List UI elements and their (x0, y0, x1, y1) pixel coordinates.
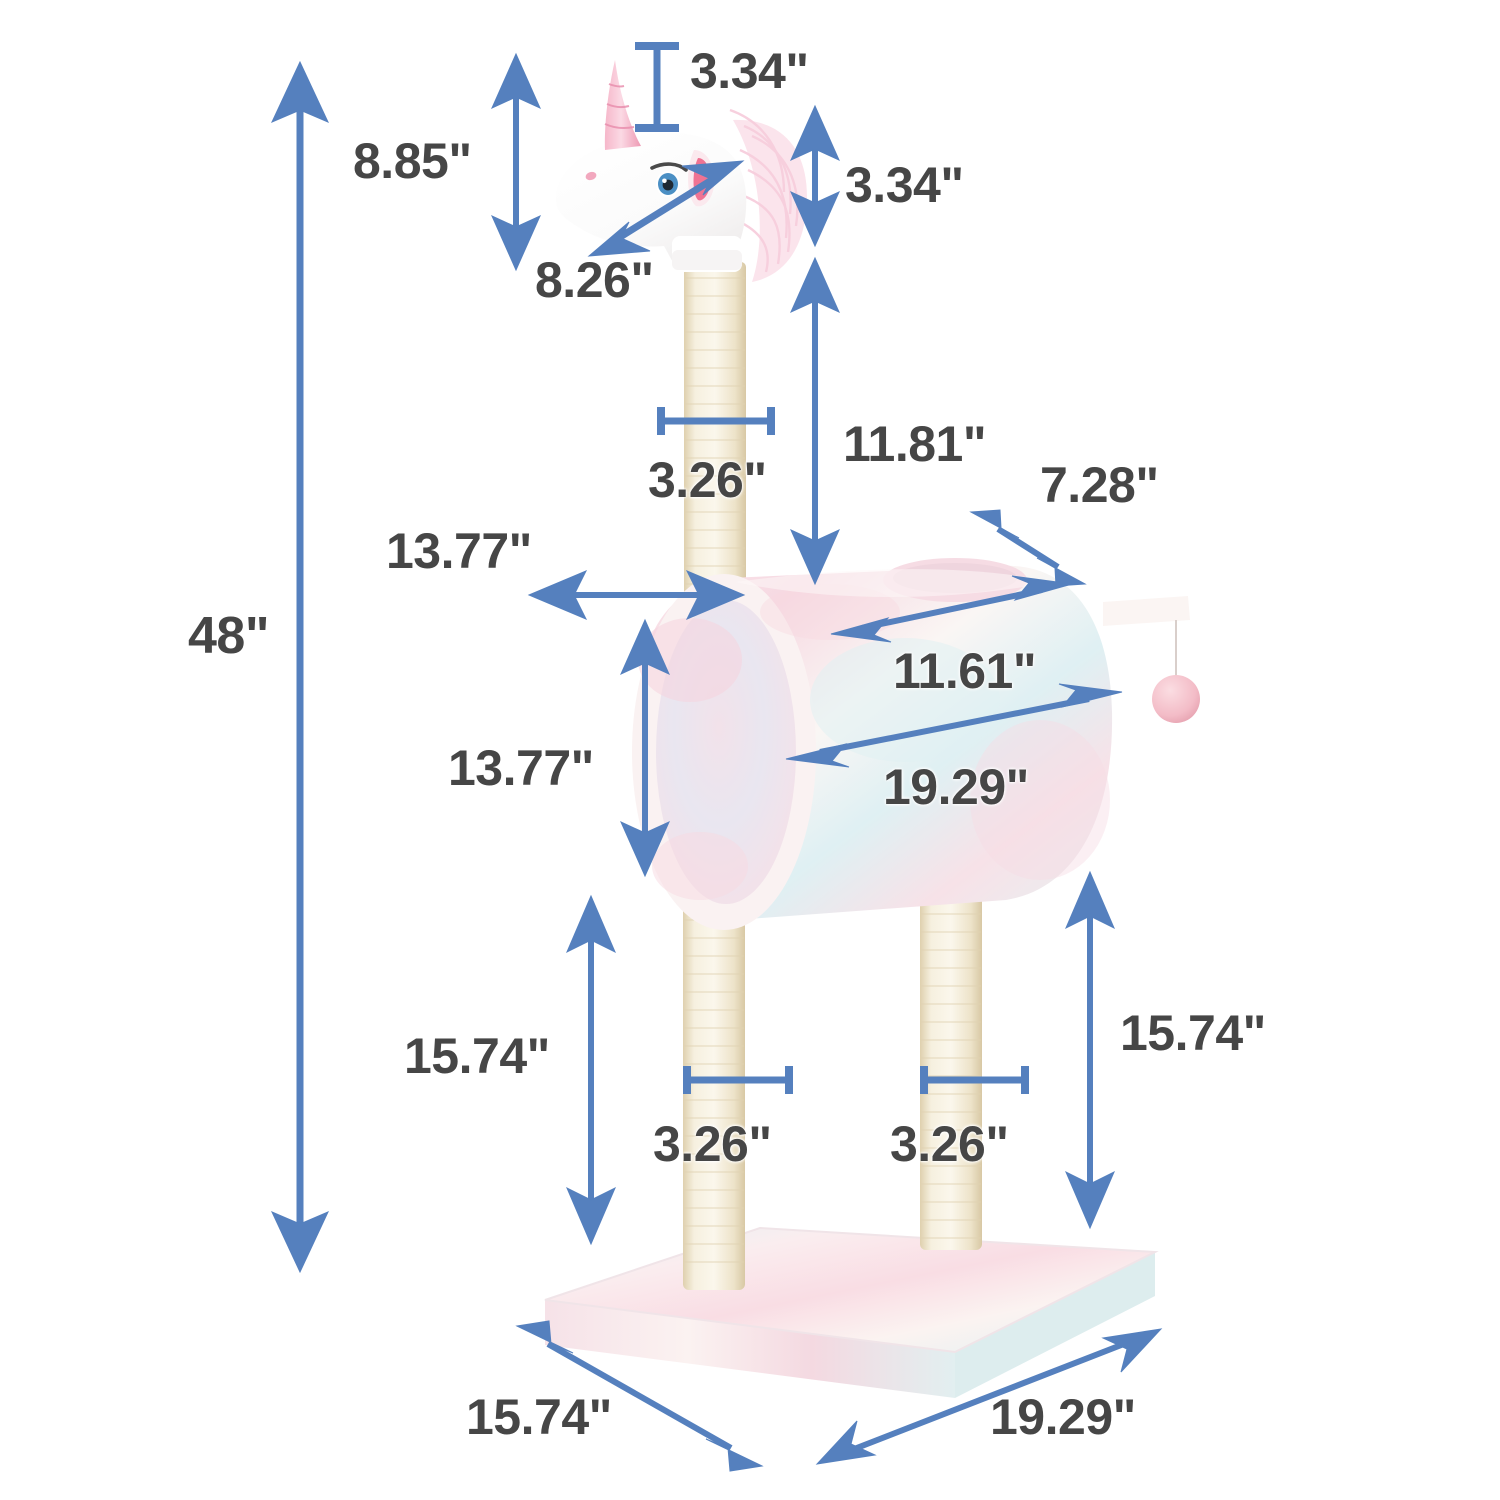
head-height-arrow (491, 52, 541, 272)
horn-height-ibeam (635, 42, 679, 132)
overall-height-arrow (270, 60, 330, 1274)
base-width-arrow (815, 1328, 1163, 1465)
label-neck-post-height: 11.81" (843, 416, 987, 472)
label-leg-diameter-left: 3.26" (653, 1116, 772, 1172)
label-head-diagonal: 8.26" (535, 252, 654, 308)
leg-post-right (920, 880, 982, 1250)
pom-pom-toy (1103, 596, 1200, 723)
label-leg-height-left: 15.74" (404, 1028, 550, 1084)
label-overall-height: 48" (188, 607, 270, 665)
label-leg-height-right: 15.74" (1120, 1005, 1266, 1061)
label-tunnel-top-hole: 7.28" (1040, 457, 1159, 513)
mane (729, 108, 807, 282)
label-tunnel-top-length: 11.61" (893, 643, 1037, 699)
label-head-to-neck-gap: 3.34" (845, 157, 964, 213)
tunnel-top-hole-arrow (969, 509, 1087, 587)
label-neck-post-diameter: 3.26" (648, 452, 767, 508)
leg-diameter-left-ibeam (683, 1066, 793, 1094)
head-to-neck-gap-arrow (790, 104, 840, 248)
tunnel-body (632, 558, 1113, 930)
leg-diameter-right-ibeam (920, 1066, 1029, 1094)
neck-post-height-arrow (790, 256, 840, 586)
tunnel-opening-height-arrow (620, 618, 670, 878)
leg-height-left-arrow (566, 894, 616, 1246)
label-leg-diameter-right: 3.26" (890, 1116, 1009, 1172)
tunnel-top-length-arrow (830, 575, 1073, 643)
label-tunnel-length: 19.29" (883, 759, 1029, 815)
neck-post-diameter-ibeam (657, 407, 775, 435)
head-diagonal-arrow (587, 160, 745, 257)
horn (604, 60, 641, 150)
leg-post-left (683, 905, 745, 1290)
base-depth-arrow (515, 1320, 764, 1472)
neck-post (684, 262, 746, 602)
eye (650, 162, 688, 197)
label-base-width: 19.29" (990, 1389, 1136, 1445)
tunnel-length-arrow (785, 683, 1123, 768)
leg-height-right-arrow (1065, 870, 1115, 1230)
label-tunnel-opening-width: 13.77" (386, 523, 532, 579)
label-base-depth: 15.74" (466, 1389, 612, 1445)
label-tunnel-opening-height: 13.77" (448, 740, 594, 796)
label-head-height: 8.85" (353, 133, 472, 189)
label-horn-height: 3.34" (690, 43, 809, 99)
tunnel-opening-width-arrow (527, 570, 746, 620)
